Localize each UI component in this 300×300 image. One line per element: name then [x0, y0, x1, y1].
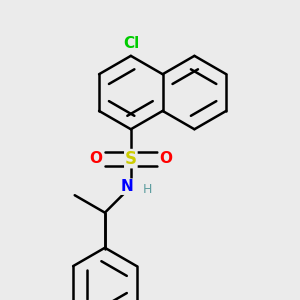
- Text: N: N: [121, 179, 134, 194]
- Text: H: H: [143, 183, 152, 196]
- Text: S: S: [125, 150, 137, 168]
- Text: O: O: [160, 151, 172, 166]
- Text: O: O: [89, 151, 102, 166]
- Text: Cl: Cl: [124, 36, 140, 51]
